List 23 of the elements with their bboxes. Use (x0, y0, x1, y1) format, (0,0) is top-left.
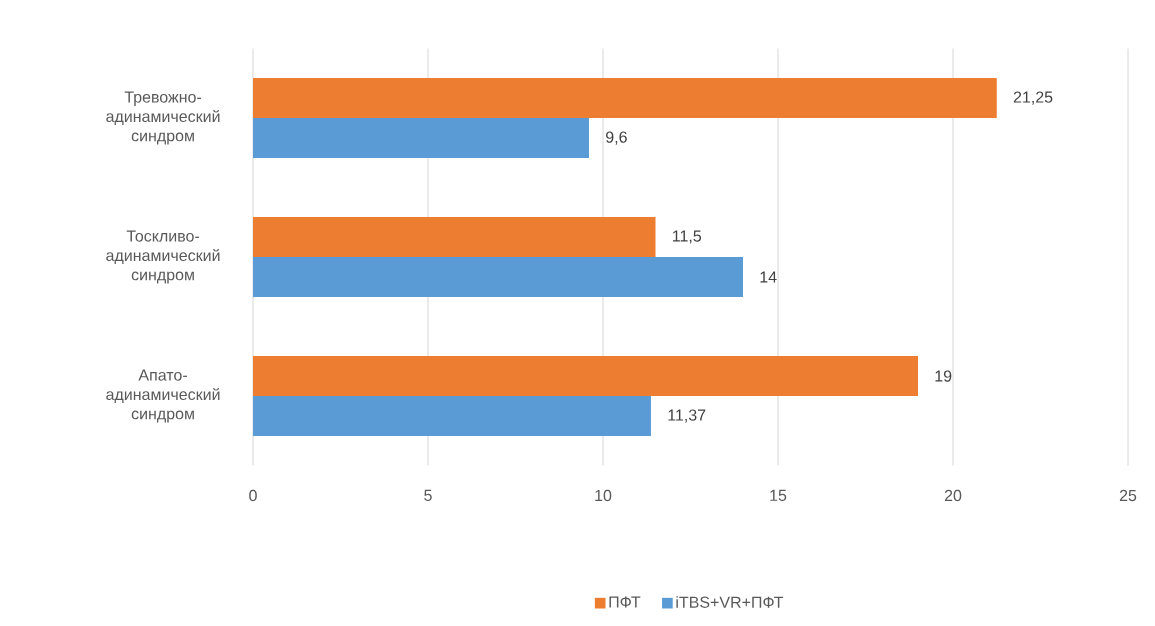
data-label: 9,6 (606, 131, 627, 145)
data-label: 11,37 (668, 409, 706, 423)
bar (253, 78, 997, 119)
bar (253, 118, 590, 159)
y-tick-label: Тревожно-адинамический синдром (106, 91, 220, 145)
x-tick-label: 0 (249, 489, 257, 502)
bar (253, 396, 651, 437)
bar (253, 257, 744, 298)
data-label: 14 (760, 271, 777, 283)
y-tick-label: Тоскливо-адинамический синдром (106, 230, 220, 284)
x-tick-label: 5 (424, 489, 432, 501)
x-tick-label: 25 (1119, 489, 1137, 502)
legend-label: ПФТ (609, 596, 641, 608)
legend-label: iTBS+VR+ПФТ (676, 596, 784, 608)
x-tick-label: 15 (770, 489, 787, 501)
bar (253, 356, 919, 397)
x-tick-label: 20 (944, 489, 962, 502)
data-label: 11,5 (672, 230, 702, 244)
y-tick-label: Апато-адинамический синдром (106, 369, 220, 423)
data-label: 21,25 (1013, 91, 1053, 105)
x-tick-label: 10 (595, 489, 612, 502)
bar (253, 217, 656, 258)
data-label: 19 (935, 370, 952, 382)
